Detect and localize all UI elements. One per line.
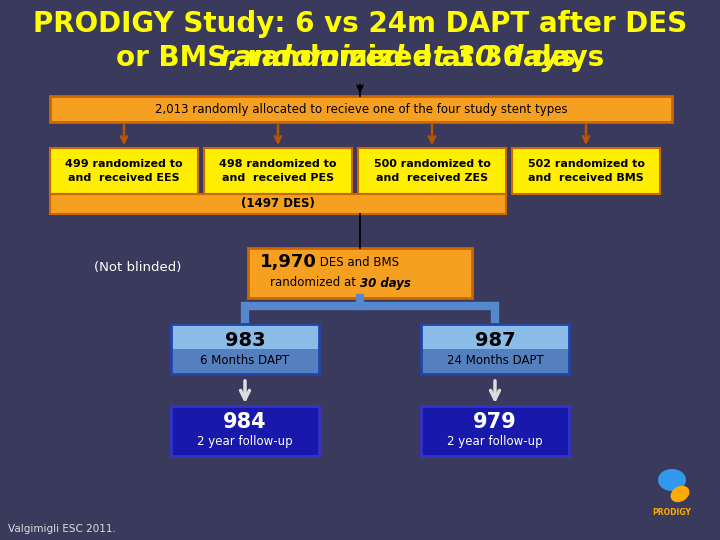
Ellipse shape: [670, 486, 690, 502]
Text: (Not blinded): (Not blinded): [94, 261, 181, 274]
Text: 2,013 randomly allocated to recieve one of the four study stent types: 2,013 randomly allocated to recieve one …: [155, 103, 567, 116]
Bar: [171, 406, 319, 456]
Text: 987: 987: [474, 330, 516, 349]
Text: 984: 984: [223, 412, 267, 432]
Text: DES and BMS: DES and BMS: [316, 255, 399, 268]
Text: 1,970: 1,970: [260, 253, 317, 271]
Text: 30 days: 30 days: [360, 276, 411, 289]
Ellipse shape: [658, 469, 686, 491]
Bar: [171, 349, 319, 374]
Text: 2 year follow-up: 2 year follow-up: [447, 435, 543, 449]
Text: randomized at 30 days: randomized at 30 days: [143, 44, 577, 72]
Bar: [204, 148, 352, 194]
Text: 502 randomized to
and  received BMS: 502 randomized to and received BMS: [528, 159, 644, 183]
Bar: [512, 148, 660, 194]
Text: (1497 DES): (1497 DES): [241, 198, 315, 211]
Text: Valgimigli ESC 2011.: Valgimigli ESC 2011.: [8, 524, 116, 534]
Bar: [50, 148, 198, 194]
Text: 983: 983: [225, 330, 265, 349]
Text: PRODIGY: PRODIGY: [652, 508, 691, 517]
Text: 2 year follow-up: 2 year follow-up: [197, 435, 293, 449]
Text: 24 Months DAPT: 24 Months DAPT: [446, 354, 544, 367]
Text: 499 randomized to
and  received EES: 499 randomized to and received EES: [66, 159, 183, 183]
Bar: [358, 148, 506, 194]
Bar: [421, 324, 569, 349]
Text: randomized at: randomized at: [270, 276, 360, 289]
Bar: [50, 96, 672, 122]
Text: 498 randomized to
and  received PES: 498 randomized to and received PES: [220, 159, 337, 183]
Bar: [171, 324, 319, 349]
Text: or BMS, randomized at 30 days: or BMS, randomized at 30 days: [116, 44, 604, 72]
Text: 500 randomized to
and  received ZES: 500 randomized to and received ZES: [374, 159, 490, 183]
Bar: [421, 349, 569, 374]
Text: 6 Months DAPT: 6 Months DAPT: [200, 354, 289, 367]
Bar: [421, 406, 569, 456]
Bar: [50, 194, 506, 214]
Text: 979: 979: [473, 412, 517, 432]
Bar: [171, 324, 319, 374]
Bar: [248, 248, 472, 298]
Bar: [421, 324, 569, 374]
Text: PRODIGY Study: 6 vs 24m DAPT after DES: PRODIGY Study: 6 vs 24m DAPT after DES: [33, 10, 687, 38]
